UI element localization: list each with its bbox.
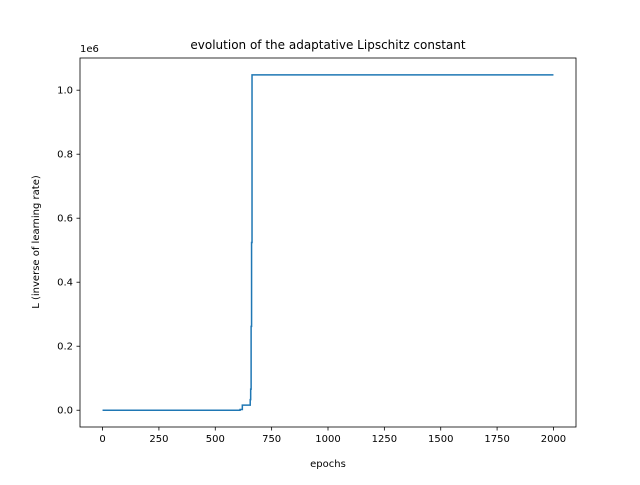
x-tick-label: 250	[149, 434, 168, 445]
x-tick-label: 1250	[372, 434, 397, 445]
x-tick-label: 750	[262, 434, 281, 445]
y-tick-label: 0.0	[57, 406, 73, 417]
x-tick-label: 2000	[541, 434, 566, 445]
y-tick-label: 0.6	[57, 214, 73, 225]
y-axis-label: L (inverse of learning rate)	[31, 175, 42, 309]
series-line	[102, 74, 554, 411]
y-tick-label: 0.4	[57, 278, 73, 289]
chart-title: evolution of the adaptative Lipschitz co…	[190, 38, 465, 52]
x-tick-label: 1000	[315, 434, 340, 445]
x-tick-label: 500	[206, 434, 225, 445]
x-axis-label: epochs	[310, 459, 346, 470]
x-tick-label: 1500	[428, 434, 453, 445]
y-axis-ticks: 0.0 0.2 0.4 0.6 0.8 1.0	[57, 86, 80, 417]
series-layer	[102, 74, 554, 411]
x-tick-label: 1750	[484, 434, 509, 445]
y-tick-label: 1.0	[57, 86, 73, 97]
y-axis-offset-label: 1e6	[80, 44, 99, 55]
plot-frame	[79, 57, 577, 428]
y-tick-label: 0.2	[57, 342, 73, 353]
x-axis-ticks: 0 250 500 750 1000 1250 1500 1750 2000	[99, 427, 566, 445]
x-tick-label: 0	[99, 434, 105, 445]
y-tick-label: 0.8	[57, 150, 73, 161]
